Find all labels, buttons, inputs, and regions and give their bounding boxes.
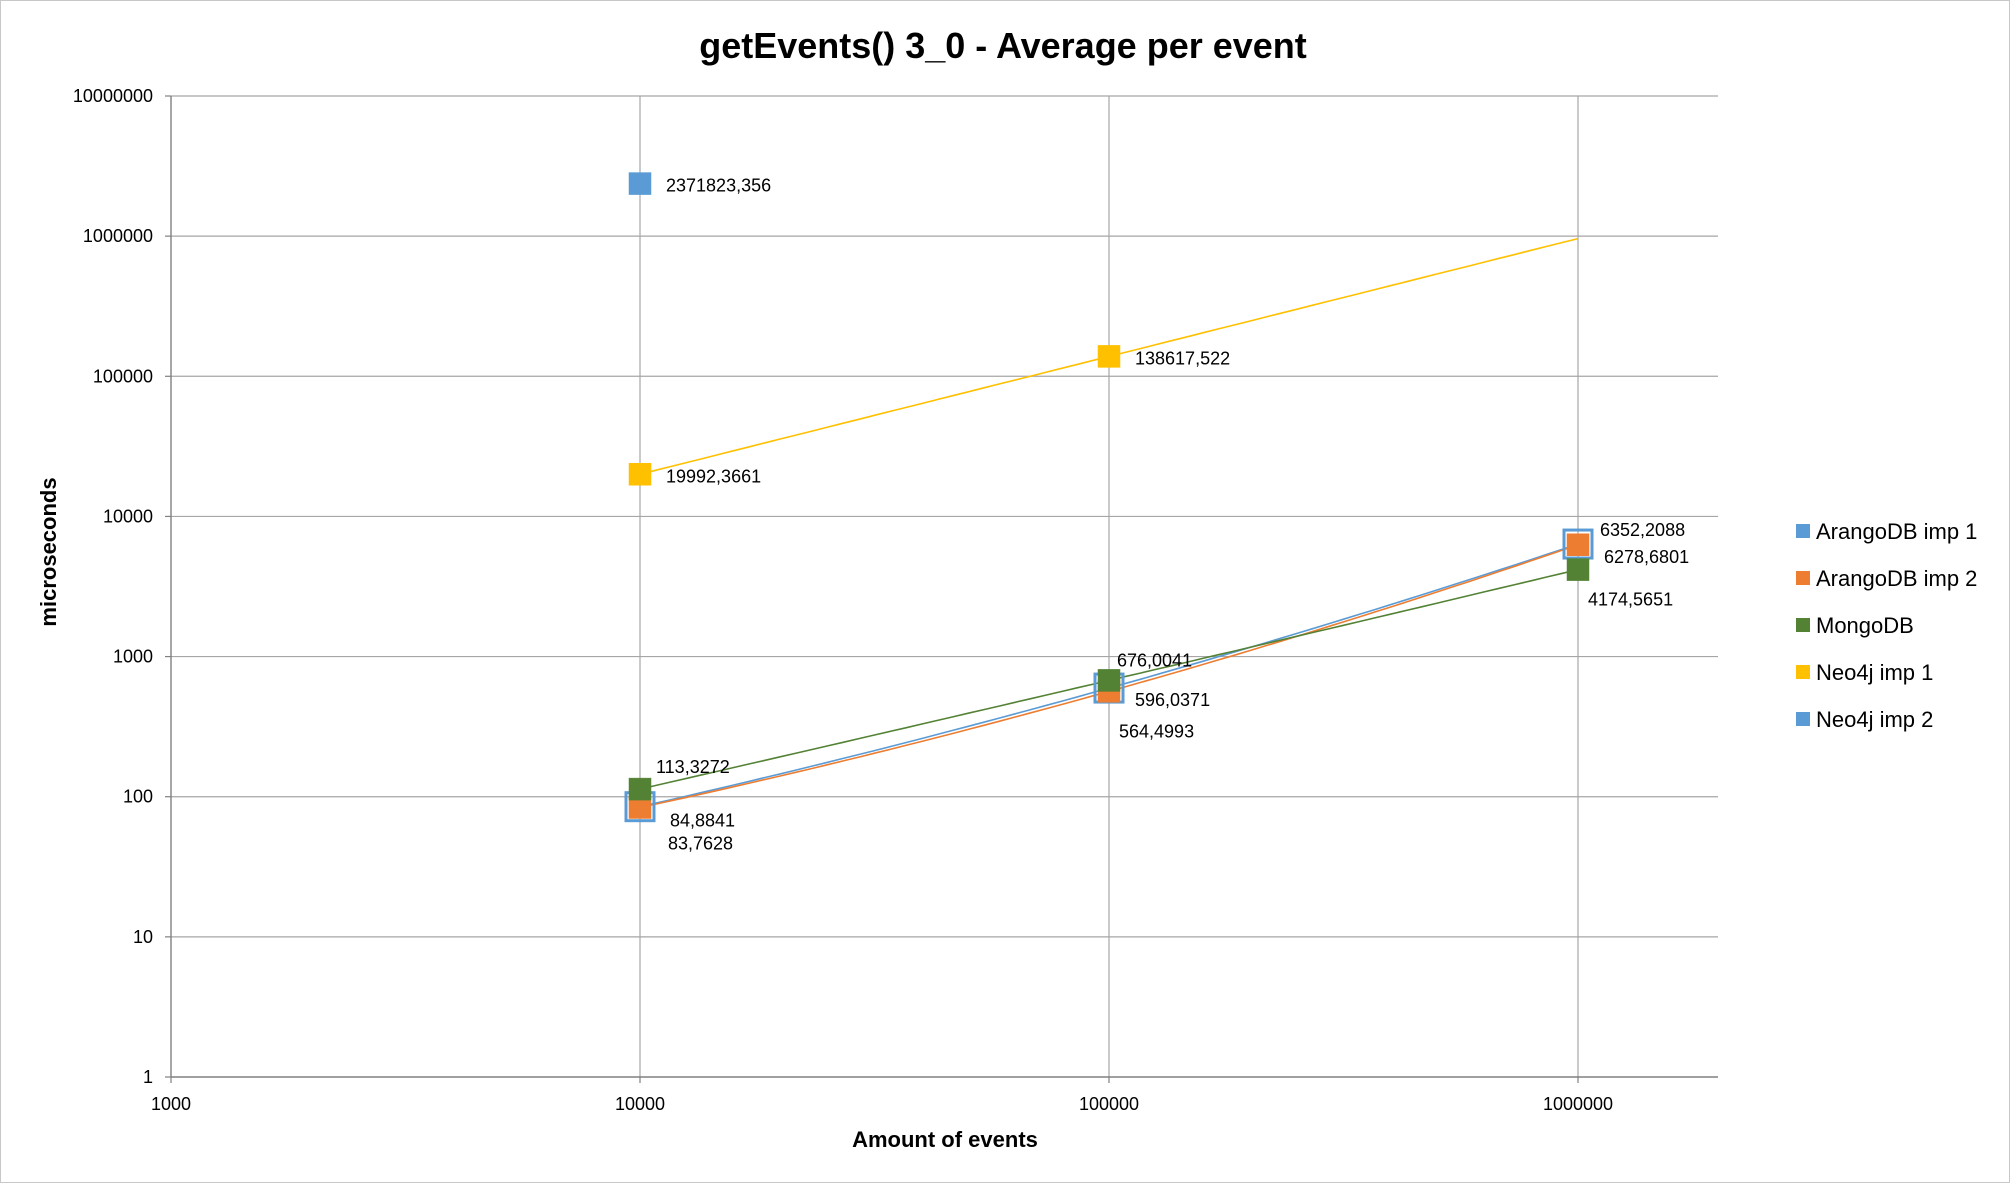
y-tick-label: 10 — [133, 927, 153, 947]
data-label: 6278,6801 — [1604, 547, 1689, 567]
y-tick-label: 10000 — [103, 506, 153, 526]
data-labels: 84,8841 596,0371 6352,2088 83,7628 564,4993 6… — [656, 176, 1689, 854]
data-label: 596,0371 — [1135, 690, 1210, 710]
marker — [1097, 345, 1121, 368]
legend-label: Neo4j imp 1 — [1816, 660, 1933, 685]
data-label: 564,4993 — [1119, 721, 1194, 741]
legend-label: Neo4j imp 2 — [1816, 707, 1933, 732]
y-tick-label: 100000 — [93, 366, 153, 386]
marker — [628, 777, 652, 801]
marker — [1097, 669, 1121, 692]
x-tick-label: 10000 — [615, 1094, 665, 1114]
legend-swatch — [1796, 665, 1810, 679]
y-tick-label: 10000000 — [73, 86, 153, 106]
data-label: 113,3272 — [656, 757, 730, 777]
x-tick-label: 1000 — [151, 1094, 191, 1114]
marker — [1566, 533, 1590, 557]
marker-arangodb-imp-1 — [1562, 528, 1594, 560]
series-layer — [624, 172, 1594, 823]
y-tick-label: 1000000 — [83, 226, 153, 246]
chart-title: getEvents() 3_0 - Average per event — [699, 25, 1307, 66]
data-label: 676,0041 — [1117, 650, 1192, 670]
data-label: 19992,3661 — [666, 466, 761, 486]
legend-swatch — [1796, 571, 1810, 585]
data-label: 83,7628 — [668, 833, 733, 853]
axes: 1 10 100 1000 10000 100000 1000000 10000000 1000… — [73, 86, 1718, 1114]
legend-label: MongoDB — [1816, 613, 1914, 638]
y-tick-label: 1 — [143, 1067, 153, 1087]
data-label: 84,8841 — [670, 811, 735, 831]
y-tick-label: 1000 — [113, 647, 153, 667]
marker — [1566, 558, 1590, 581]
legend-swatch — [1796, 712, 1810, 726]
gridlines — [171, 95, 1718, 1077]
x-tick-label: 100000 — [1079, 1094, 1139, 1114]
y-axis-title: microseconds — [36, 477, 61, 626]
data-label: 6352,2088 — [1600, 520, 1685, 540]
data-label: 4174,5651 — [1588, 590, 1673, 610]
marker — [628, 463, 652, 486]
legend-swatch — [1796, 524, 1810, 538]
marker — [628, 172, 652, 195]
legend: ArangoDB imp 1 ArangoDB imp 2 MongoDB Neo4j… — [1796, 519, 1977, 732]
y-tick-label: 100 — [123, 787, 153, 807]
legend-label: ArangoDB imp 2 — [1816, 566, 1977, 591]
x-axis-title: Amount of events — [852, 1127, 1038, 1152]
x-tick-label: 1000000 — [1543, 1094, 1613, 1114]
data-label: 2371823,356 — [666, 176, 771, 196]
legend-swatch — [1796, 618, 1810, 632]
legend-label: ArangoDB imp 1 — [1816, 519, 1977, 544]
data-label: 138617,522 — [1135, 348, 1230, 368]
